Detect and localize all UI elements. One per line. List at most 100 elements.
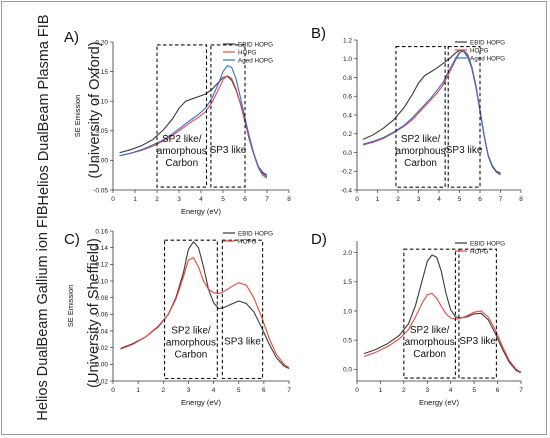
sp2-region-label: SP2 like/ [162,134,202,145]
legend-label: EBID HOPG [238,230,273,237]
x-tick-label: 8 [287,196,291,203]
y-tick-label: 0.8 [343,75,352,82]
y-axis-title: SE Emission [73,95,82,138]
x-tick-label: 5 [472,387,476,394]
x-axis-title: Energy (eV) [181,398,222,407]
y-tick-label: 0.05 [95,128,108,135]
x-tick-label: 0 [355,196,359,203]
x-axis-title: Energy (eV) [181,207,222,216]
legend-label: EBID HOPG [470,39,505,46]
legend-label: HOPG [470,47,489,54]
y-tick-label: 0.5 [343,337,352,344]
y-tick-label: 0.4 [343,112,352,119]
x-tick-label: 1 [376,196,380,203]
sp2-region-label: amorphous [166,338,216,349]
x-tick-label: 6 [478,196,482,203]
y-axis-title: SE Emission [66,285,75,328]
series-line-ebid-hopg [363,254,522,374]
sp3-region-box [210,44,246,188]
sp2-region-label: SP2 like/ [171,326,211,337]
y-tick-label: 0.02 [95,345,108,352]
x-tick-label: 4 [449,387,453,394]
sp3-region-label: SP3 like [224,337,261,348]
y-tick-label: 1.0 [343,308,352,315]
y-tick-label: -0.05 [93,187,108,194]
y-tick-label: 0.14 [95,245,108,252]
x-tick-label: 8 [519,196,523,203]
sp2-region-label: Carbon [404,158,437,169]
sp2-region-label: Carbon [165,158,198,169]
x-tick-label: 5 [237,387,241,394]
y-tick-label: 1.2 [343,37,352,44]
x-tick-label: 5 [458,196,462,203]
panel-label: A) [64,29,79,46]
x-tick-label: 0 [111,387,115,394]
y-tick-label: 0.0 [343,150,352,157]
y-tick-label: 0.16 [95,228,108,235]
chart-panel-a: A) 0 1 2 3 4 5 6 7 8 -0.05 0.00 0.05 0.10 0.15 0.20 Ener… [64,29,291,216]
y-tick-label: -0.4 [341,187,353,194]
x-tick-label: 6 [496,387,500,394]
chart-panel-c: C) 0 1 2 3 4 5 6 7 -0.02 0.00 0.02 0.04 0.06 0.08 0.10 0… [64,228,291,407]
y-tick-label: 2.0 [343,250,352,257]
y-tick-label: 0.08 [95,295,108,302]
x-tick-label: 7 [287,387,291,394]
chart-panel-b: B) 0 1 2 3 4 5 6 7 8 -0.4 -0.2 0.0 0.2 0.4 0.6 0.8 1.0 1.2… [311,25,523,203]
sp2-region-label: SP2 like/ [410,325,450,336]
y-tick-label: 0.00 [95,158,108,165]
y-tick-label: 1.5 [343,279,352,286]
x-tick-label: 0 [111,196,115,203]
sp3-region-box [447,46,481,188]
legend-label: HOPG [470,248,489,255]
x-tick-label: 5 [221,196,225,203]
sp2-region-label: amorphous [157,146,207,157]
legend-label: EBID HOPG [470,240,505,247]
series-line-aged-hopg [119,65,268,178]
sp3-region-box [221,239,264,380]
sp3-region-label: SP3 like [210,145,247,156]
sp2-region-label: amorphous [405,337,455,348]
legend-label: EBID HOPG [238,41,273,48]
x-tick-label: 7 [265,196,269,203]
y-tick-label: -0.2 [341,169,353,176]
x-tick-label: 6 [243,196,247,203]
chart-panel-d: D) 0 1 2 3 4 5 6 7 0.0 0.5 1.0 1.5 2.0 Energy (eV) SP2 … [311,231,523,407]
y-tick-label: 0.15 [95,69,108,76]
x-tick-label: 2 [402,387,406,394]
x-tick-label: 6 [262,387,266,394]
y-tick-label: 0.0 [343,367,352,374]
series-line-hopg [120,256,290,369]
panel-label: B) [311,25,326,42]
x-tick-label: 3 [425,387,429,394]
x-tick-label: 0 [355,387,359,394]
sp2-region-box [395,46,446,188]
y-tick-label: 1.0 [343,56,352,63]
legend-label: Aged HOPG [470,55,505,62]
x-tick-label: 3 [187,387,191,394]
legend-label: HOPG [238,49,257,56]
legend-label: Aged HOPG [238,57,273,64]
x-tick-label: 4 [199,196,203,203]
panel-label: D) [311,231,327,248]
series-line-hopg [119,74,268,179]
x-tick-label: 3 [177,196,181,203]
x-tick-label: 4 [212,387,216,394]
y-tick-label: 0.00 [95,362,108,369]
y-tick-label: 0.12 [95,262,108,269]
sp2-region-label: amorphous [396,146,446,157]
x-tick-label: 1 [379,387,383,394]
y-tick-label: 0.20 [95,39,108,46]
x-tick-label: 1 [133,196,137,203]
sp2-region-label: SP2 like/ [401,134,441,145]
sp2-region-box [156,44,208,188]
sp3-region-label: SP3 like [459,336,496,347]
x-tick-label: 2 [161,387,165,394]
legend-label: HOPG [238,238,257,245]
x-tick-label: 2 [155,196,159,203]
y-tick-label: 0.04 [95,328,108,335]
y-tick-label: -0.02 [93,378,108,385]
y-tick-label: 0.6 [343,94,352,101]
y-tick-label: 0.10 [95,278,108,285]
